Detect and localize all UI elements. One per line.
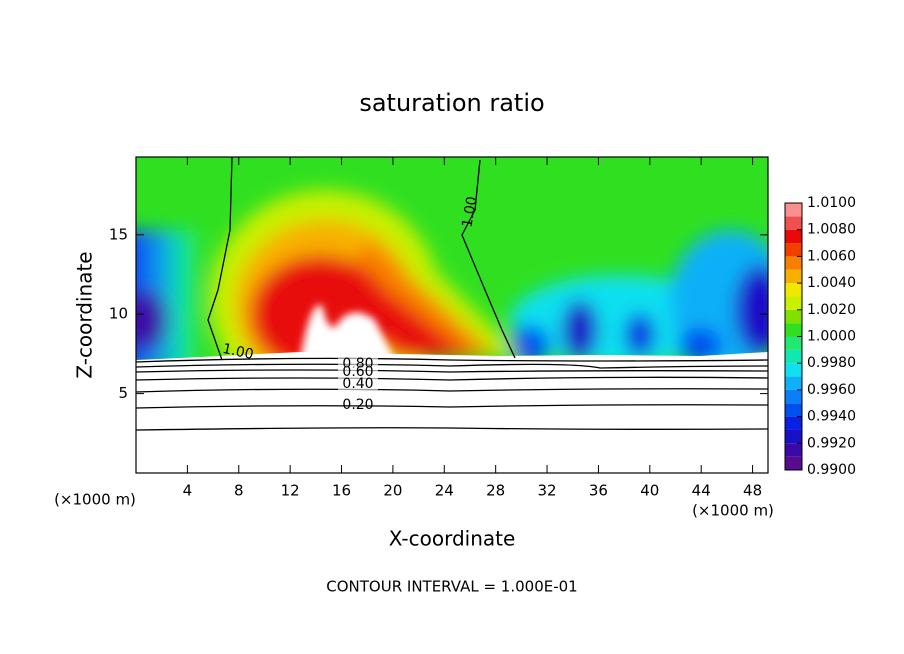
x-tick-label: 20 (383, 482, 402, 500)
colorbar-cell (785, 456, 802, 470)
colorbar-cell (785, 269, 802, 284)
colorbar-cell (785, 389, 802, 404)
x-tick-label: 8 (234, 482, 244, 500)
label-bg (338, 366, 378, 378)
y-tick-label: 10 (109, 305, 128, 323)
plot-frame (135, 156, 769, 474)
colorbar-label: 1.0000 (807, 329, 856, 345)
colorbar-cell (785, 243, 802, 257)
colorbar-label: 1.0060 (807, 248, 856, 264)
colorbar-cell (785, 296, 802, 310)
colorbar-cell (785, 283, 802, 297)
colorbar-label: 1.0040 (807, 275, 856, 291)
x-unit: (×1000 m) (692, 502, 774, 520)
x-tick-label: 44 (692, 482, 711, 500)
contour-label: 0.20 (342, 397, 373, 413)
colorbar-label: 1.0100 (807, 195, 856, 211)
colorbar-label: 1.0080 (807, 222, 856, 238)
colorbar-cell (785, 309, 802, 324)
y-axis-label: Z-coordinate (73, 251, 97, 378)
colorbar-cell (785, 336, 802, 350)
x-tick-label: 40 (640, 482, 659, 500)
x-unit: (×1000 m) (54, 491, 136, 509)
x-tick-label: 32 (538, 482, 557, 500)
colorbar-label: 0.9900 (807, 462, 856, 478)
y-tick-label: 15 (109, 225, 128, 243)
colorbar-cell (785, 203, 802, 217)
x-axis-label: X-coordinate (389, 527, 516, 551)
colorbar-label: 0.9960 (807, 382, 856, 398)
contour-label: 1.00 (221, 341, 255, 363)
y-tick-label: 5 (118, 384, 128, 402)
x-tick-label: 24 (435, 482, 454, 500)
colorbar-cell (785, 429, 802, 444)
colorbar-cell (785, 323, 802, 337)
x-tick-label: 4 (183, 482, 193, 500)
contour-label: 1.00 (459, 195, 480, 228)
x-tick-label: 12 (281, 482, 300, 500)
colorbar-cell (785, 363, 802, 377)
colorbar-cell (785, 376, 802, 390)
colorbar-cell (785, 443, 802, 457)
x-tick-label: 36 (589, 482, 608, 500)
label-bg (338, 378, 378, 390)
x-tick-label: 16 (332, 482, 351, 500)
colorbar-cell (785, 349, 802, 364)
contour-field (136, 157, 768, 473)
contour-label: 0.40 (342, 376, 373, 392)
x-tick-label: 28 (486, 482, 505, 500)
colorbar-cell (785, 216, 802, 230)
colorbar-cell (785, 256, 802, 270)
colorbar-cell (785, 416, 802, 430)
colorbar-label: 0.9980 (807, 355, 856, 371)
colorbar-cell (785, 403, 802, 417)
chart-title: saturation ratio (359, 89, 544, 117)
colorbar-label: 0.9940 (807, 409, 856, 425)
colorbar-label: 1.0020 (807, 302, 856, 318)
x-tick-label: 48 (743, 482, 762, 500)
colorbar-label: 0.9920 (807, 435, 856, 451)
colorbar-cell (785, 229, 802, 244)
footer: CONTOUR INTERVAL = 1.000E-01 (326, 578, 577, 596)
contour-label: 0.60 (342, 364, 373, 380)
